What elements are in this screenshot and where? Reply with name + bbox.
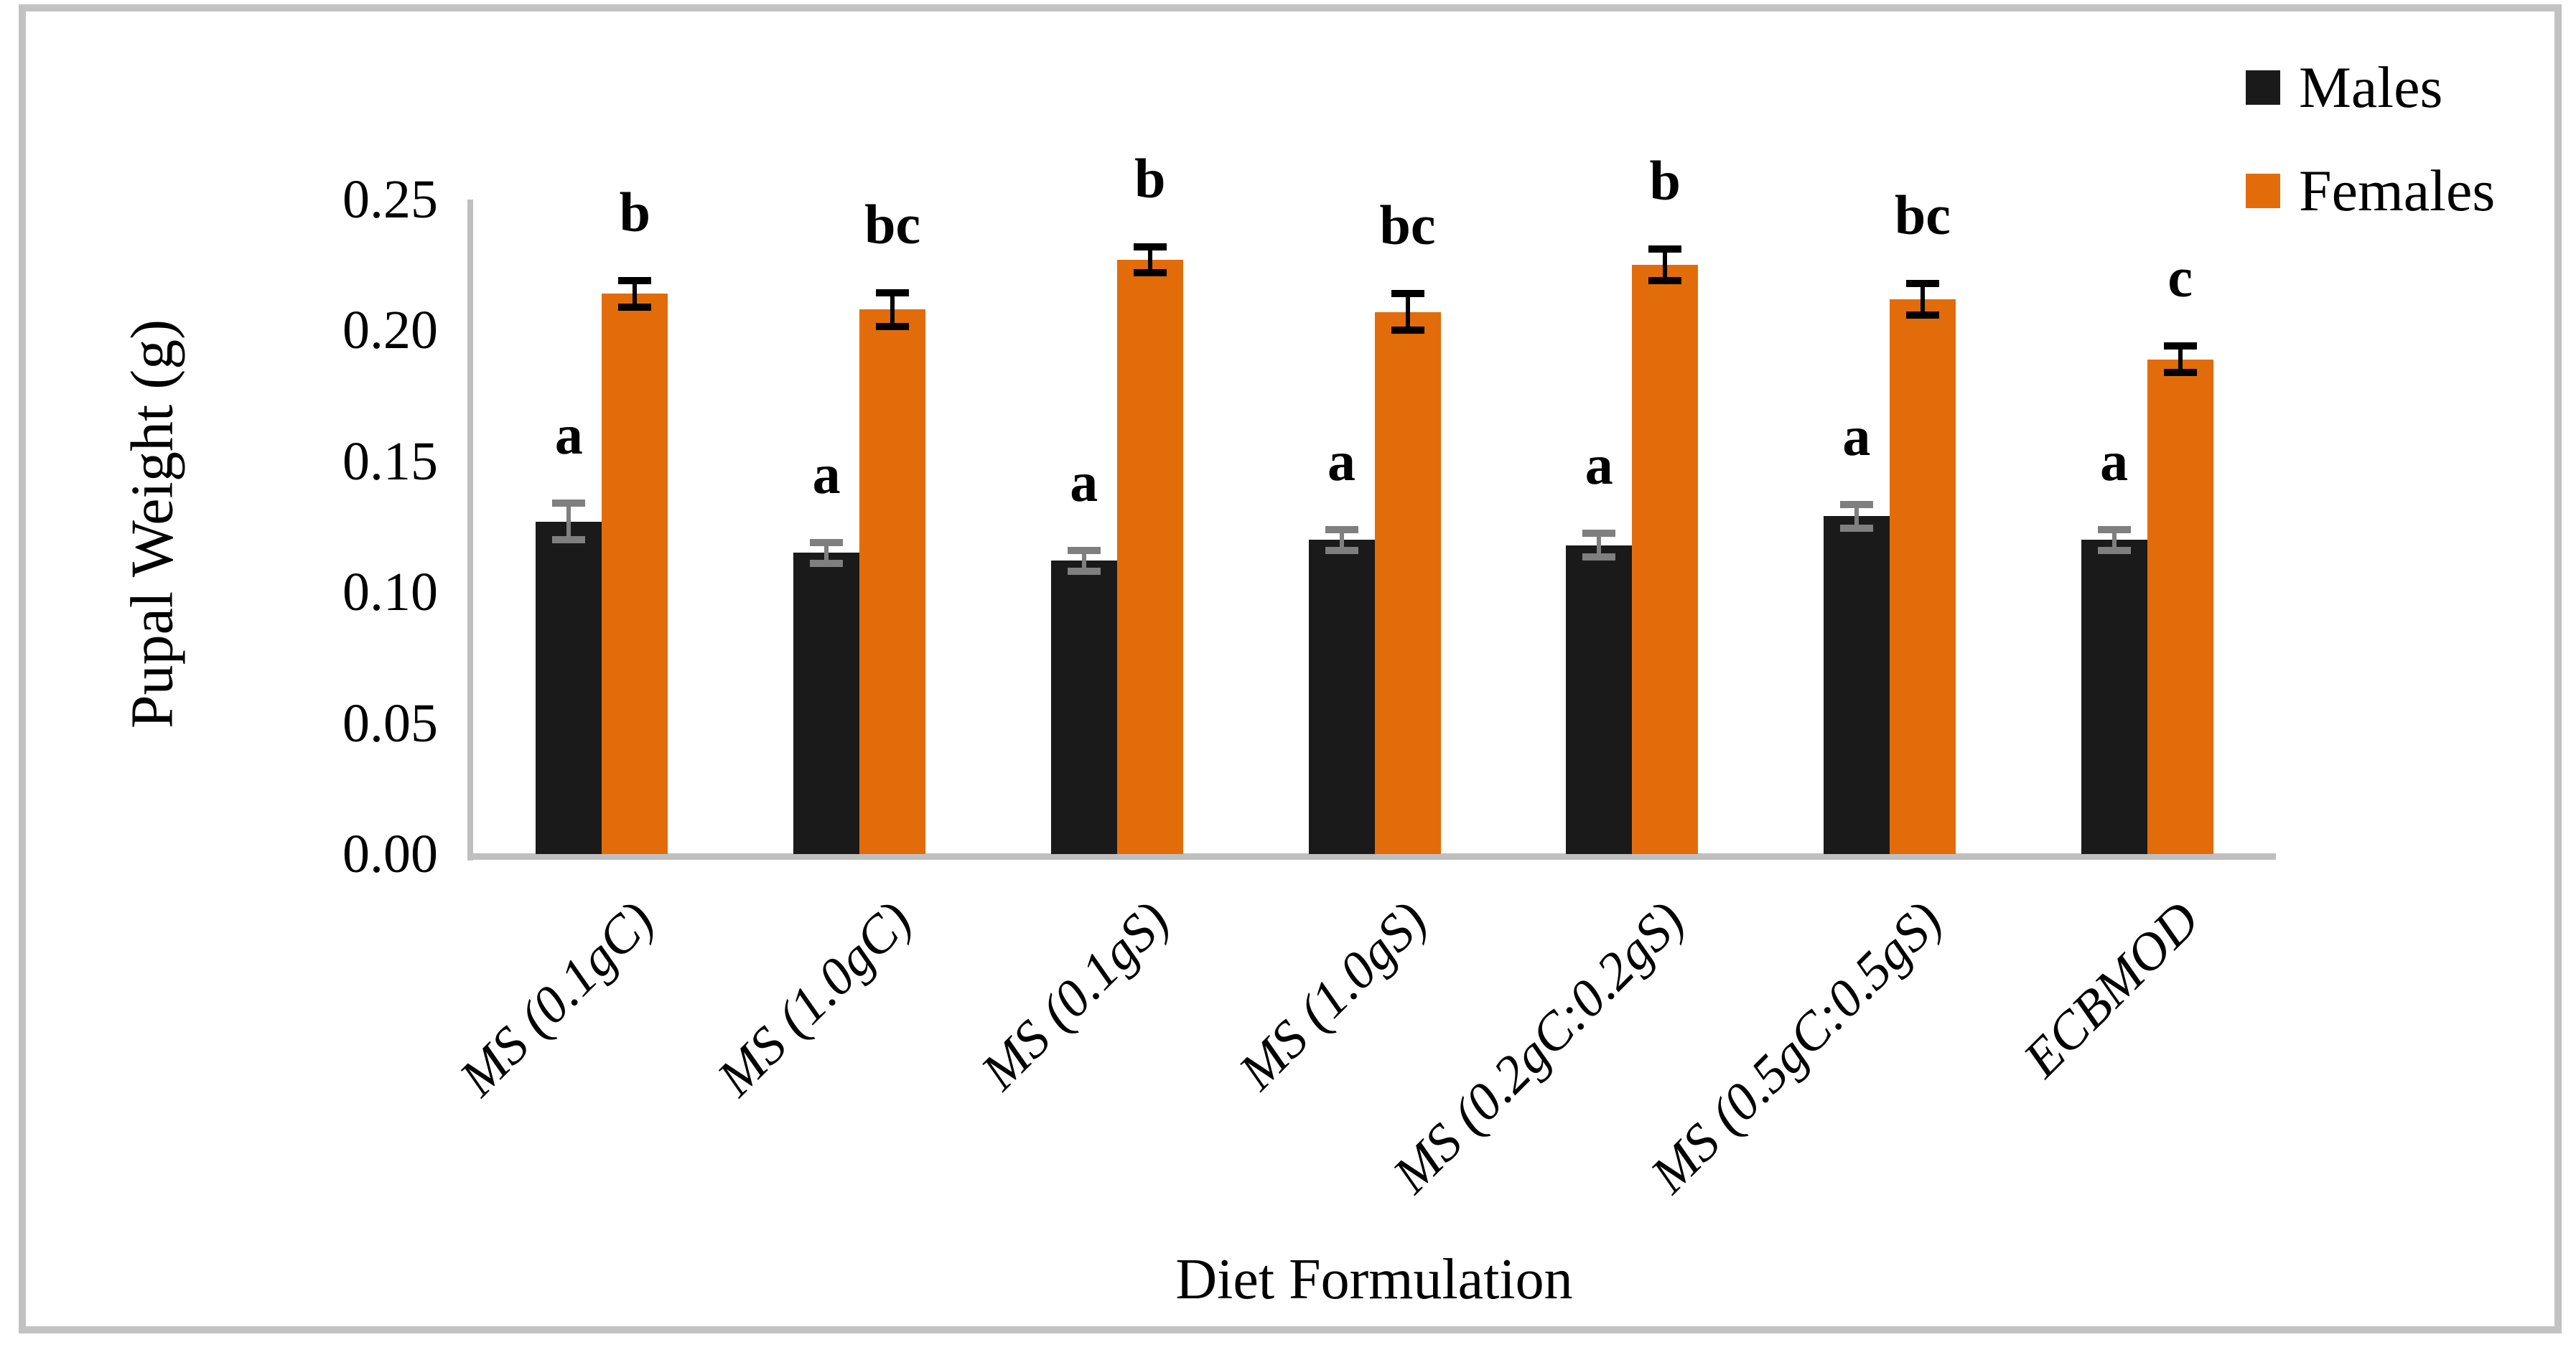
y-axis-line [467,200,473,861]
error-bar-cap-top [2163,342,2197,350]
error-bar-cap-bottom [1648,277,1682,285]
females-bar-4 [1374,311,1441,854]
legend-label-males: Males [2299,55,2443,120]
significance-letter: a [2100,429,2129,492]
error-bar-cap-top [1067,546,1101,554]
error-bar-line [566,503,571,540]
significance-letter: a [1327,429,1355,492]
x-axis-line [467,853,2276,860]
legend-label-females: Females [2299,158,2496,223]
error-bar-cap-bottom [1067,568,1101,576]
legend-item-females: Females [2246,158,2495,224]
error-bar-cap-bottom [2097,546,2131,554]
error-bar-cap-top [1325,525,1358,533]
error-bar-line [824,542,829,564]
error-bar-cap-top [1648,245,1682,253]
error-bar-line [2111,529,2117,550]
error-bar-cap-top [810,538,844,546]
females-swatch-icon [2246,174,2280,208]
error-bar-line [1147,246,1152,273]
males-bar-1 [536,521,602,854]
error-bar-line [2178,346,2183,372]
females-bar-6 [1889,299,1956,854]
significance-letter: b [1134,146,1166,210]
females-bar-2 [859,309,926,854]
error-bar-cap-top [1133,243,1167,250]
error-bar-cap-top [1839,500,1873,508]
error-bar-line [1081,550,1086,571]
males-bar-6 [1823,516,1890,854]
error-bar-cap-bottom [618,303,652,311]
error-bar-cap-top [1905,279,1939,287]
error-bar-line [1854,504,1859,528]
error-bar-cap-top [2097,525,2131,533]
y-tick-label: 0.10 [342,562,438,623]
error-bar-cap-top [1582,530,1616,538]
x-axis-title: Diet Formulation [1175,1248,1573,1311]
significance-letter: bc [1379,194,1436,257]
males-bar-2 [793,553,860,854]
error-bar-cap-top [1391,290,1424,298]
error-bar-line [1405,294,1410,331]
error-bar-line [1663,249,1668,281]
error-bar-cap-bottom [810,560,844,568]
error-bar-cap-bottom [1325,546,1358,554]
error-bar-line [633,281,638,307]
error-bar-cap-bottom [1133,269,1167,277]
significance-letter: a [812,442,841,505]
error-bar-cap-bottom [1582,553,1616,561]
legend: Males Females [2246,55,2495,261]
significance-letter: bc [864,192,921,255]
y-tick-label: 0.25 [342,169,438,230]
error-bar-cap-bottom [1391,327,1424,334]
females-bar-3 [1116,259,1183,854]
significance-letter: c [2167,246,2193,309]
error-bar-line [890,292,895,327]
error-bar-cap-top [876,289,910,296]
significance-letter: a [1842,404,1871,467]
significance-letter: a [554,403,583,466]
females-bar-5 [1632,265,1699,854]
error-bar-cap-bottom [552,536,586,544]
males-bar-7 [2081,540,2147,854]
females-bar-1 [602,294,668,854]
error-bar-cap-bottom [876,322,910,330]
significance-letter: b [1649,149,1681,212]
significance-letter: bc [1894,183,1951,246]
error-bar-cap-bottom [1905,311,1939,319]
females-bar-7 [2147,359,2213,854]
y-tick-label: 0.00 [342,824,438,884]
significance-letter: a [1070,450,1098,513]
y-tick-label: 0.20 [342,300,438,361]
error-bar-line [1920,283,1925,315]
significance-letter: a [1585,433,1613,497]
error-bar-line [1597,533,1602,557]
males-bar-4 [1308,540,1375,854]
males-swatch-icon [2246,70,2280,105]
error-bar-cap-top [618,277,652,285]
significance-letter: b [619,181,651,244]
y-tick-label: 0.15 [342,431,438,492]
error-bar-cap-top [552,500,586,507]
males-bar-5 [1566,545,1633,854]
legend-item-males: Males [2246,55,2495,121]
males-bar-3 [1050,561,1117,854]
y-tick-label: 0.05 [342,693,438,754]
y-axis-title: Pupal Weight (g) [118,319,186,729]
error-bar-cap-bottom [1839,524,1873,532]
error-bar-line [1339,529,1344,550]
error-bar-cap-bottom [2163,368,2197,376]
